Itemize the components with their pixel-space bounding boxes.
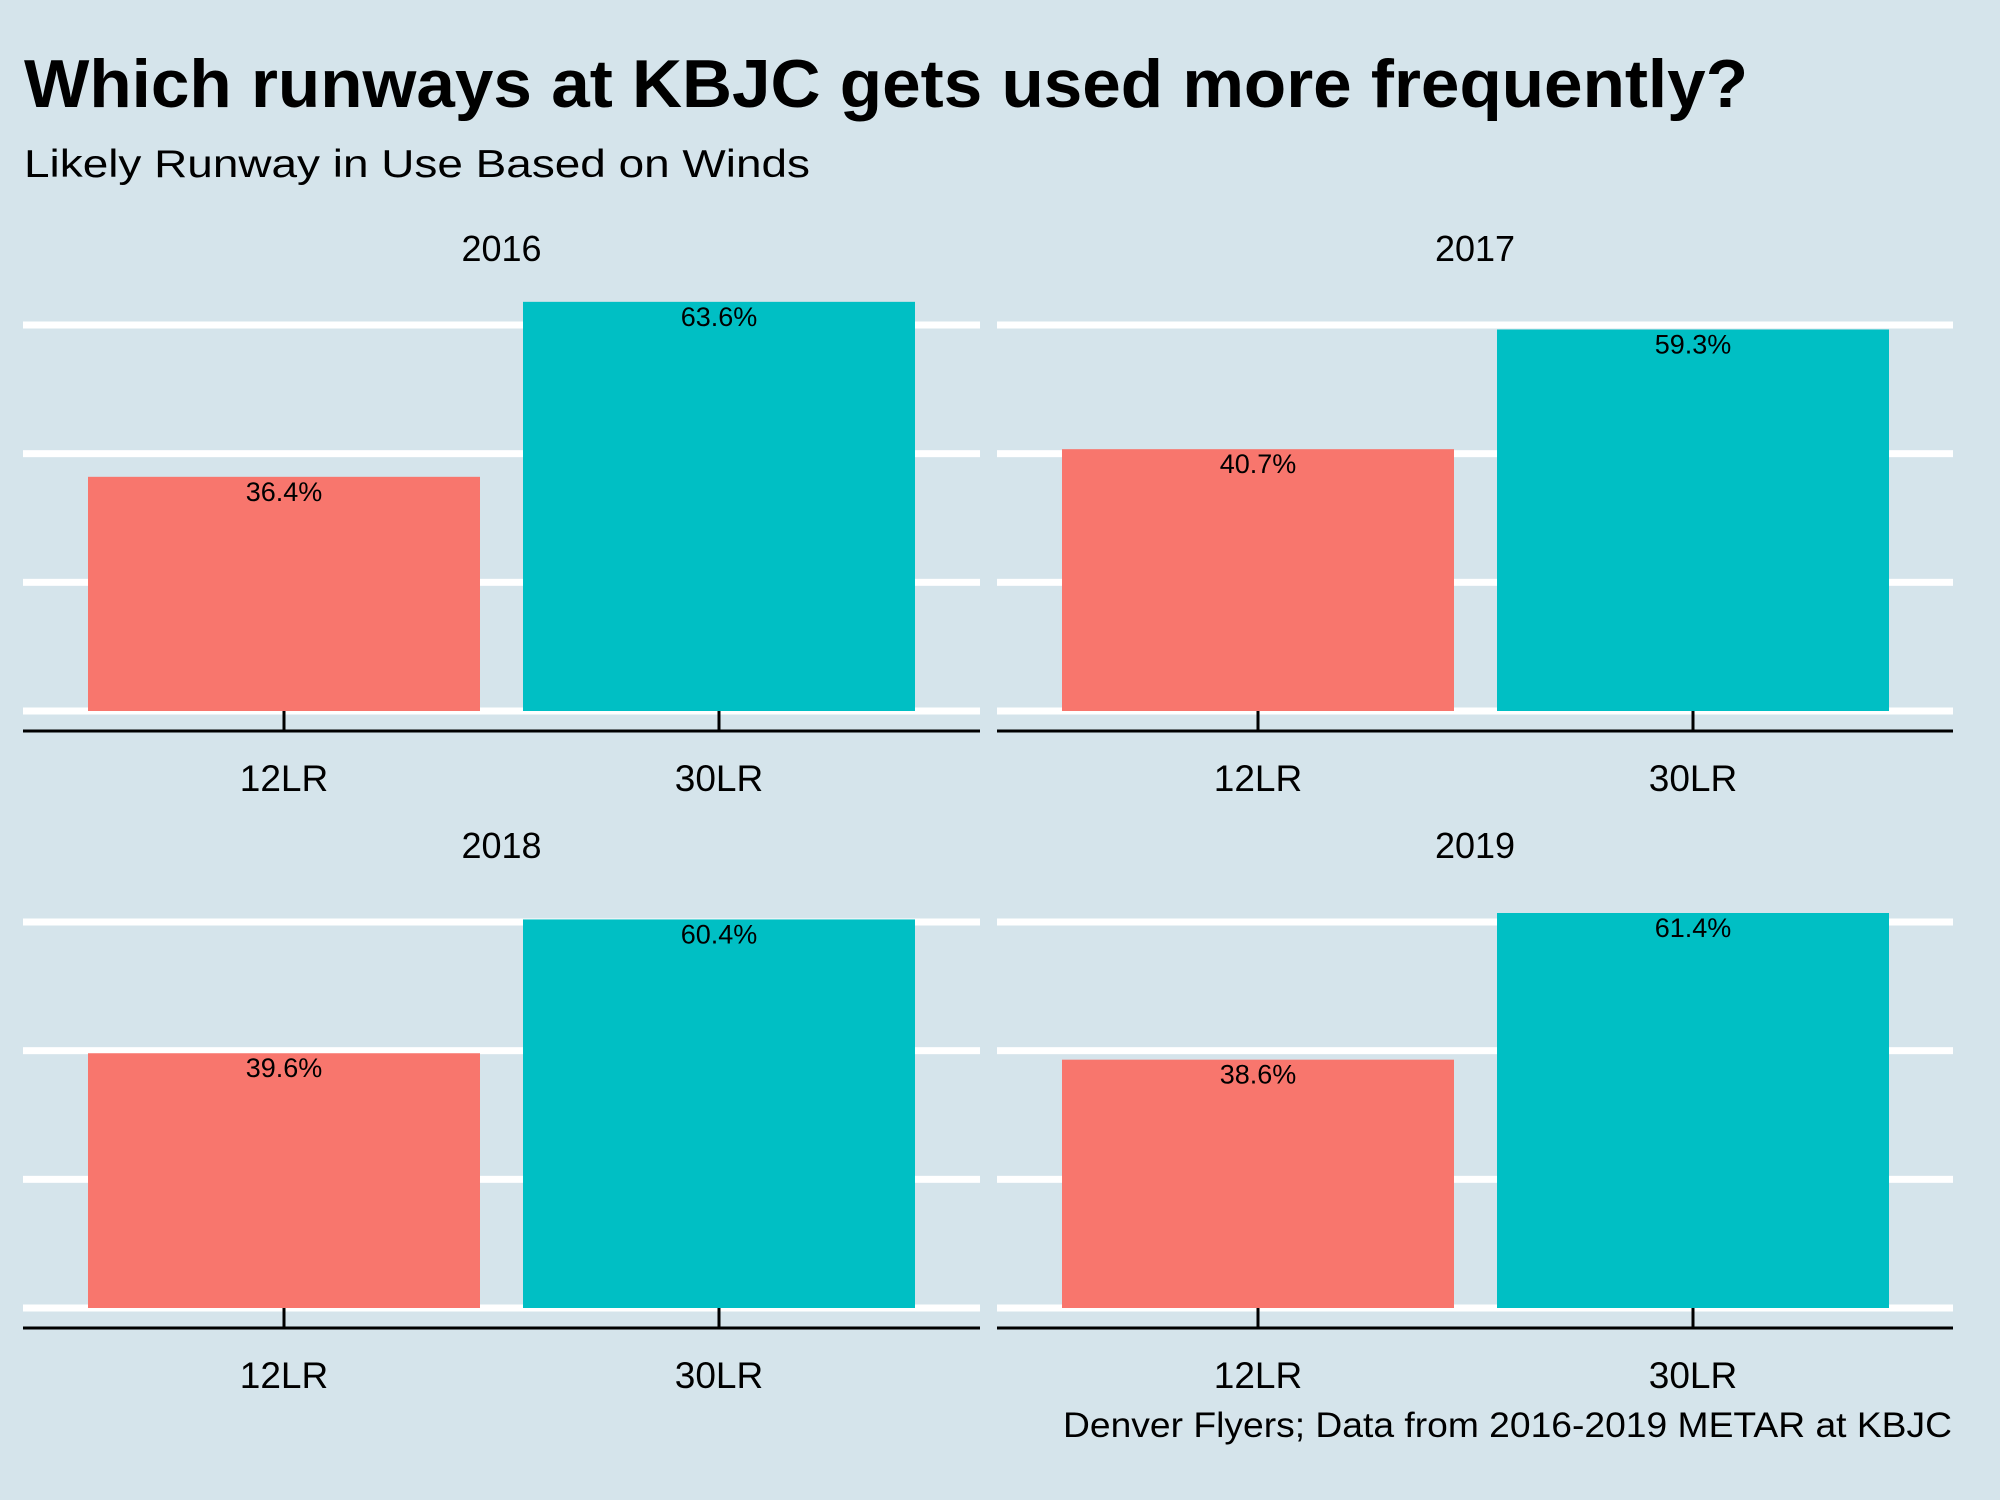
bar-12LR [1062,449,1454,711]
gridline-40 [997,1047,1953,1055]
gridline-20 [997,1175,1953,1183]
x-tick-label: 30LR [1649,1355,1737,1396]
x-axis-line [997,729,1953,733]
bar-12LR [88,1053,480,1308]
gridline-0 [23,1304,980,1312]
value-label: 38.6% [1220,1060,1297,1090]
facet-panel-2017: 2017 40.7% 59.3% 12LR 30LR [997,228,1953,799]
facet-title: 2018 [461,825,541,866]
bar-30LR [523,919,915,1308]
bar-30LR [1497,912,1889,1308]
x-tick [717,711,721,731]
value-label: 39.6% [246,1053,323,1083]
facet-title: 2019 [1435,825,1515,866]
x-axis-line [23,1326,980,1330]
gridline-60 [23,321,980,329]
gridline-40 [23,1047,980,1055]
gridline-0 [23,707,980,715]
facet-panel-2018: 2018 39.6% 60.4% 12LR 30LR [23,825,980,1396]
x-tick [1256,1308,1260,1328]
x-tick-label: 12LR [240,758,328,799]
gridline-0 [997,1304,1953,1312]
facet-panel-2016: 2016 36.4% 63.6% 12LR 30LR [23,228,980,799]
x-tick-label: 30LR [1649,758,1737,799]
x-axis-line [997,1326,1953,1330]
value-label: 63.6% [681,302,758,332]
value-label: 40.7% [1220,449,1297,479]
chart-subtitle: Likely Runway in Use Based on Winds [24,143,810,186]
x-tick-label: 30LR [675,758,763,799]
bar-30LR [1497,329,1889,711]
bar-30LR [523,301,915,711]
chart-caption: Denver Flyers; Data from 2016-2019 METAR… [1063,1406,1952,1445]
chart-title: Which runways at KBJC gets used more fre… [24,46,1748,122]
bar-12LR [1062,1059,1454,1308]
gridline-40 [997,450,1953,458]
value-label: 60.4% [681,919,758,949]
x-tick-label: 30LR [675,1355,763,1396]
gridline-40 [23,450,980,458]
value-label: 36.4% [246,477,323,507]
value-label: 59.3% [1655,330,1732,360]
x-tick-label: 12LR [1214,758,1302,799]
facet-title: 2017 [1435,228,1515,269]
facet-panels: 2016 36.4% 63.6% 12LR 30LR 2017 40.7% 59.3% 12LR… [23,228,1953,1396]
x-tick [282,1308,286,1328]
x-tick [717,1308,721,1328]
x-tick [1256,711,1260,731]
x-tick [282,711,286,731]
gridline-60 [997,918,1953,926]
x-tick-label: 12LR [1214,1355,1302,1396]
gridline-20 [997,578,1953,586]
gridline-60 [23,918,980,926]
facet-panel-2019: 2019 38.6% 61.4% 12LR 30LR [997,825,1953,1396]
gridline-20 [23,1175,980,1183]
value-label: 61.4% [1655,913,1732,943]
x-axis-line [23,729,980,733]
x-tick-label: 12LR [240,1355,328,1396]
x-tick [1691,1308,1695,1328]
gridline-0 [997,707,1953,715]
gridline-60 [997,321,1953,329]
facet-title: 2016 [461,228,541,269]
x-tick [1691,711,1695,731]
gridline-20 [23,578,980,586]
bar-12LR [88,476,480,711]
